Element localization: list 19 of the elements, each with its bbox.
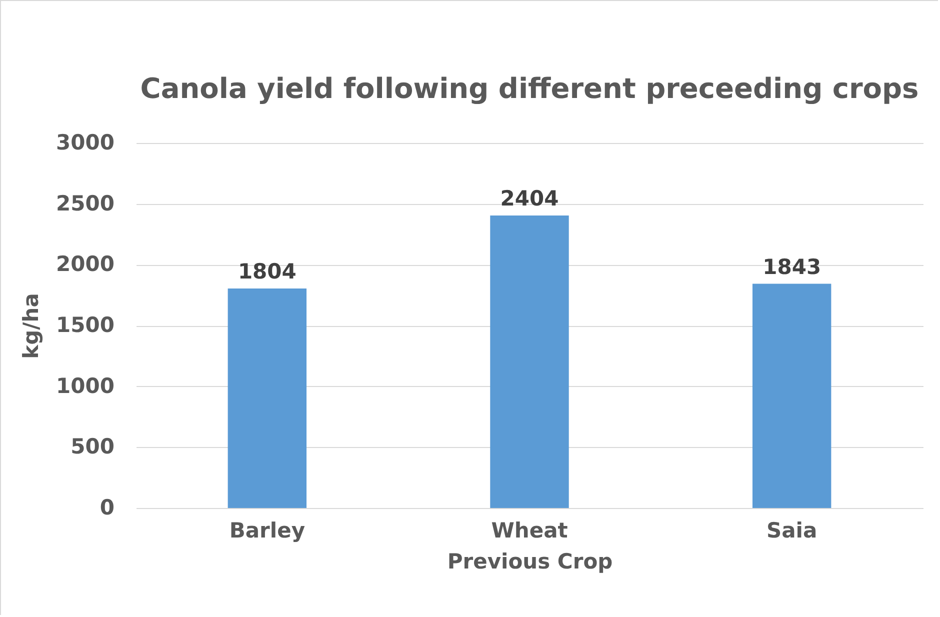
y-tick-label: 3000: [56, 130, 114, 154]
y-tick-label: 500: [70, 434, 114, 459]
x-tick-label: Barley: [229, 518, 306, 542]
x-tick-label: Wheat: [491, 518, 568, 542]
chart-title: Canola yield following different preceeding crops: [140, 72, 919, 105]
x-axis-title: Previous Crop: [447, 550, 613, 574]
data-label: 2404: [500, 186, 559, 211]
y-tick-label: 1000: [56, 374, 114, 398]
y-tick-label: 0: [100, 496, 114, 520]
bar: [490, 216, 569, 508]
bar: [228, 288, 307, 508]
y-tick-label: 2500: [56, 191, 114, 216]
data-label: 1843: [762, 254, 822, 279]
x-tick-label: Saia: [766, 518, 818, 542]
y-tick-label: 2000: [56, 252, 114, 276]
bar: [752, 284, 832, 508]
data-label: 1804: [238, 260, 296, 284]
y-axis-title: kg/ha: [19, 293, 44, 359]
y-tick-label: 1500: [56, 313, 114, 337]
